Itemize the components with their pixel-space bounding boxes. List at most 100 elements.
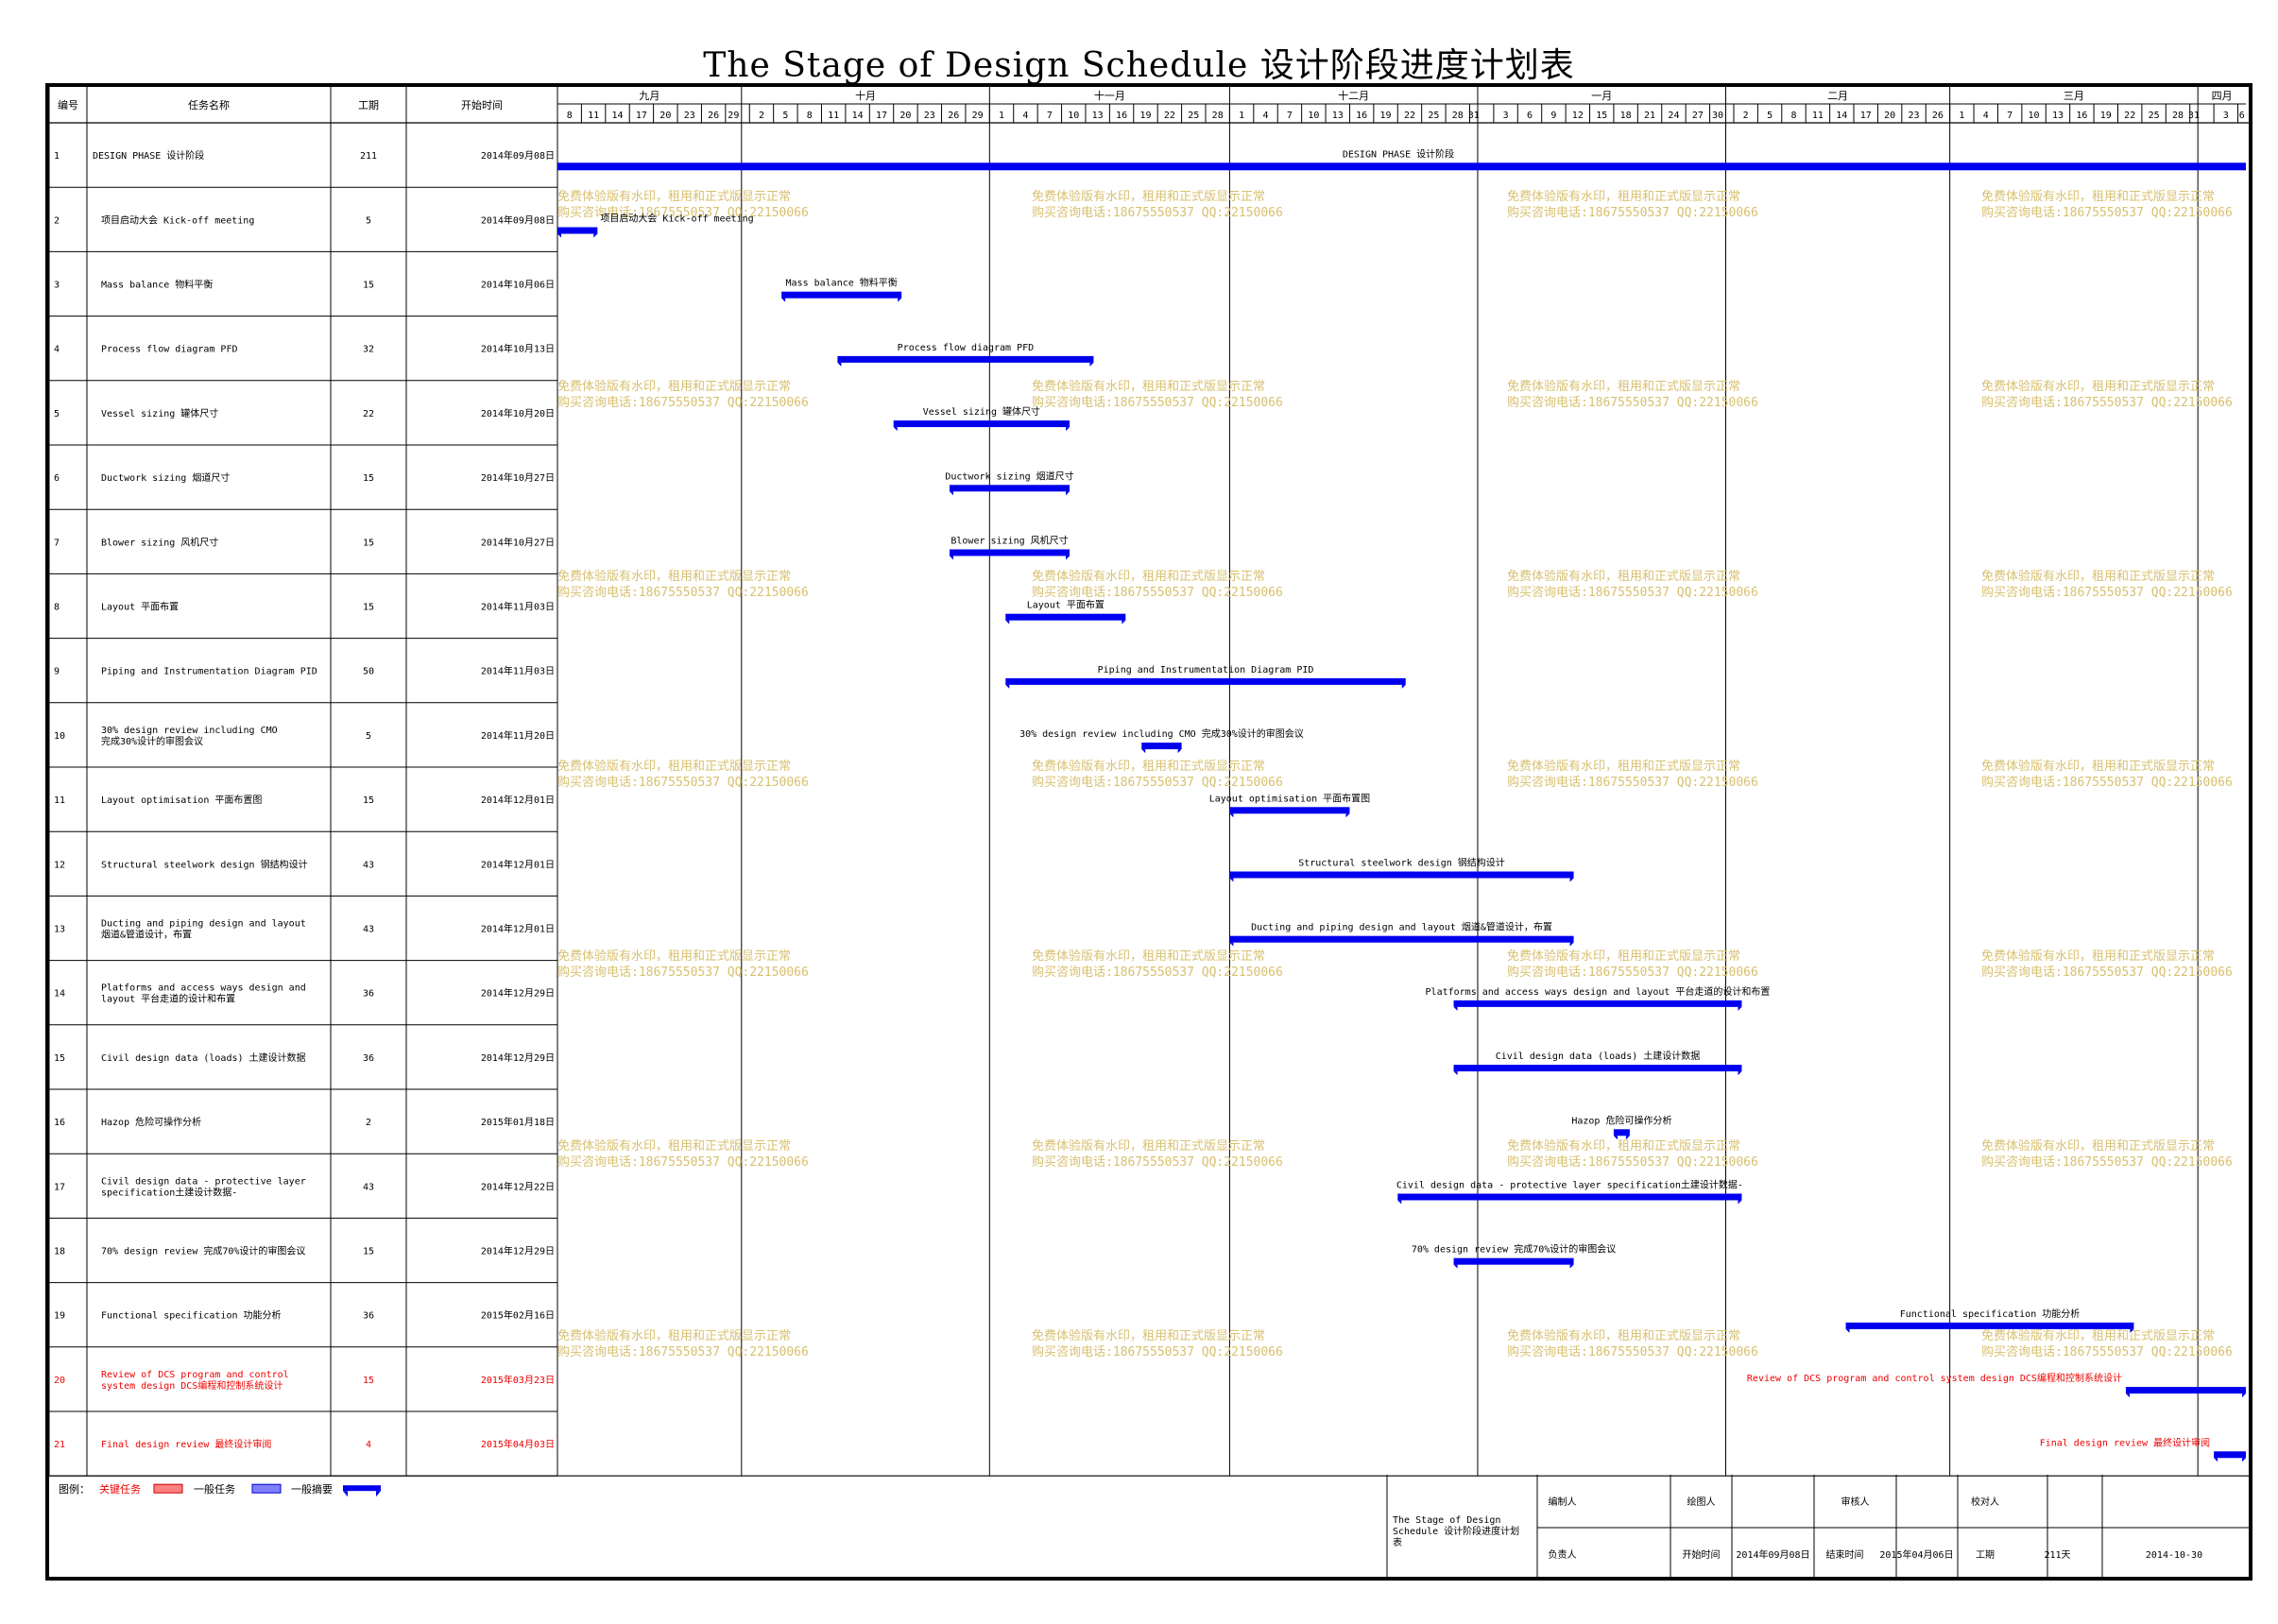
task-duration: 15 <box>363 1247 374 1257</box>
watermark-line1: 免费体验版有水印，租用和正式版显示正常 <box>557 189 791 204</box>
bar-end-marker <box>1569 1264 1574 1269</box>
day-label: 26 <box>1932 111 1944 121</box>
day-label: 16 <box>1116 111 1127 121</box>
task-bar <box>2214 1451 2246 1459</box>
day-label: 13 <box>2052 111 2064 121</box>
task-name: 70% design review 完成70%设计的审图会议 <box>101 1245 305 1257</box>
day-label: 20 <box>1884 111 1895 121</box>
task-bar <box>557 227 598 234</box>
footer-editor: 编制人 <box>1549 1496 1577 1508</box>
watermark-line2: 购买咨询电话:18675550537 QQ:22150066 <box>557 1154 809 1170</box>
task-duration: 4 <box>366 1440 371 1450</box>
task-id: 19 <box>54 1311 65 1322</box>
task-id: 14 <box>54 989 65 1000</box>
task-duration: 15 <box>363 603 374 613</box>
task-id: 10 <box>54 731 65 742</box>
task-bar <box>1845 1322 2134 1329</box>
day-label: 22 <box>2124 111 2135 121</box>
task-name: Mass balance 物料平衡 <box>101 279 213 291</box>
day-label: 23 <box>924 111 935 121</box>
bar-end-marker <box>1453 1006 1458 1011</box>
footer-reviewer: 审核人 <box>1841 1496 1870 1508</box>
day-label: 8 <box>1790 111 1796 121</box>
bar-end-marker <box>837 362 842 367</box>
bar-end-marker <box>1845 1328 1850 1333</box>
footer-end-value: 2015年04月06日 <box>1879 1548 1953 1561</box>
task-bar <box>1005 677 1406 685</box>
watermark-line1: 免费体验版有水印，租用和正式版显示正常 <box>1981 1138 2215 1154</box>
task-name: 30% design review including CMO <box>101 726 278 736</box>
day-label: 8 <box>567 111 573 121</box>
watermark-line2: 购买咨询电话:18675550537 QQ:22150066 <box>1032 1344 1283 1359</box>
legend-critical-label: 关键任务 <box>99 1482 141 1496</box>
footer-drawer: 绘图人 <box>1687 1496 1716 1508</box>
day-label: 10 <box>1068 111 1079 121</box>
footer-start-label: 开始时间 <box>1683 1548 1721 1561</box>
bar-end-marker <box>1005 620 1010 624</box>
footer-project: The Stage of Design <box>1393 1515 1500 1526</box>
task-name: Functional specification 功能分析 <box>101 1309 282 1322</box>
watermark-line2: 购买咨询电话:18675550537 QQ:22150066 <box>1507 585 1758 600</box>
task-name: Process flow diagram PFD <box>101 345 238 355</box>
task-name: Hazop 危险可操作分析 <box>101 1116 201 1128</box>
day-label: 28 <box>2172 111 2184 121</box>
legend-summary-marker <box>343 1491 381 1497</box>
bar-label: Layout optimisation 平面布置图 <box>1209 793 1370 804</box>
task-duration: 15 <box>363 795 374 806</box>
header-duration: 工期 <box>358 99 379 111</box>
watermark-line1: 免费体验版有水印，租用和正式版显示正常 <box>1507 569 1740 584</box>
task-bar <box>1005 613 1126 621</box>
task-name: Piping and Instrumentation Diagram PID <box>101 667 317 677</box>
task-bar <box>2125 1387 2246 1394</box>
day-label: 30 <box>1712 111 1723 121</box>
day-label: 21 <box>1644 111 1655 121</box>
task-bar <box>1613 1129 1630 1137</box>
watermark-line1: 免费体验版有水印，租用和正式版显示正常 <box>1507 1328 1740 1343</box>
footer-date: 2014-10-30 <box>2146 1550 2202 1561</box>
watermark-line2: 购买咨询电话:18675550537 QQ:22150066 <box>1032 205 1283 220</box>
day-label: 14 <box>1836 111 1847 121</box>
watermark-line2: 购买咨询电话:18675550537 QQ:22150066 <box>557 1344 809 1359</box>
watermark-line2: 购买咨询电话:18675550537 QQ:22150066 <box>557 965 809 980</box>
day-label: 25 <box>1428 111 1439 121</box>
watermark-line2: 购买咨询电话:18675550537 QQ:22150066 <box>1507 1154 1758 1170</box>
watermark-line2: 购买咨询电话:18675550537 QQ:22150066 <box>1507 395 1758 410</box>
footer-duration-label: 工期 <box>1976 1549 1995 1561</box>
task-duration: 211 <box>360 151 377 162</box>
bar-end-marker <box>1738 1200 1742 1205</box>
task-name: Final design review 最终设计审阅 <box>101 1438 271 1450</box>
day-label: 16 <box>2076 111 2087 121</box>
bar-end-marker <box>2242 1393 2246 1398</box>
day-label: 4 <box>1983 111 1989 121</box>
watermark-line1: 免费体验版有水印，租用和正式版显示正常 <box>1032 949 1265 964</box>
bar-end-marker <box>1613 1136 1618 1140</box>
task-duration: 50 <box>363 667 374 677</box>
bar-end-marker <box>1005 684 1010 689</box>
day-label: 7 <box>2007 111 2013 121</box>
task-duration: 36 <box>363 989 374 1000</box>
task-name: Ducting and piping design and layout <box>101 919 306 930</box>
day-label: 16 <box>1356 111 1367 121</box>
month-label: 十一月 <box>1094 89 1125 102</box>
task-id: 11 <box>54 795 65 806</box>
day-label: 18 <box>1620 111 1632 121</box>
task-duration: 32 <box>363 345 374 355</box>
bar-end-marker <box>2125 1393 2130 1398</box>
task-bar <box>557 162 2246 171</box>
day-label: 2 <box>759 111 764 121</box>
day-label: 6 <box>1527 111 1533 121</box>
task-name: layout 平台走道的设计和布置 <box>101 993 235 1005</box>
task-name: system design DCS编程和控制系统设计 <box>101 1379 283 1392</box>
watermark-line2: 购买咨询电话:18675550537 QQ:22150066 <box>1032 585 1283 600</box>
task-start: 2014年11月03日 <box>481 601 555 613</box>
bar-label: Process flow diagram PFD <box>898 343 1035 353</box>
bar-label: Ductwork sizing 烟道尺寸 <box>945 470 1073 482</box>
bar-label: Hazop 危险可操作分析 <box>1571 1114 1671 1126</box>
task-name: Layout 平面布置 <box>101 602 179 613</box>
day-label: 25 <box>1188 111 1199 121</box>
bar-end-marker <box>1229 878 1234 882</box>
watermark-line1: 免费体验版有水印，租用和正式版显示正常 <box>557 949 791 964</box>
task-start: 2014年12月22日 <box>481 1180 555 1192</box>
task-id: 12 <box>54 860 65 870</box>
watermark-line1: 免费体验版有水印，租用和正式版显示正常 <box>1032 189 1265 204</box>
